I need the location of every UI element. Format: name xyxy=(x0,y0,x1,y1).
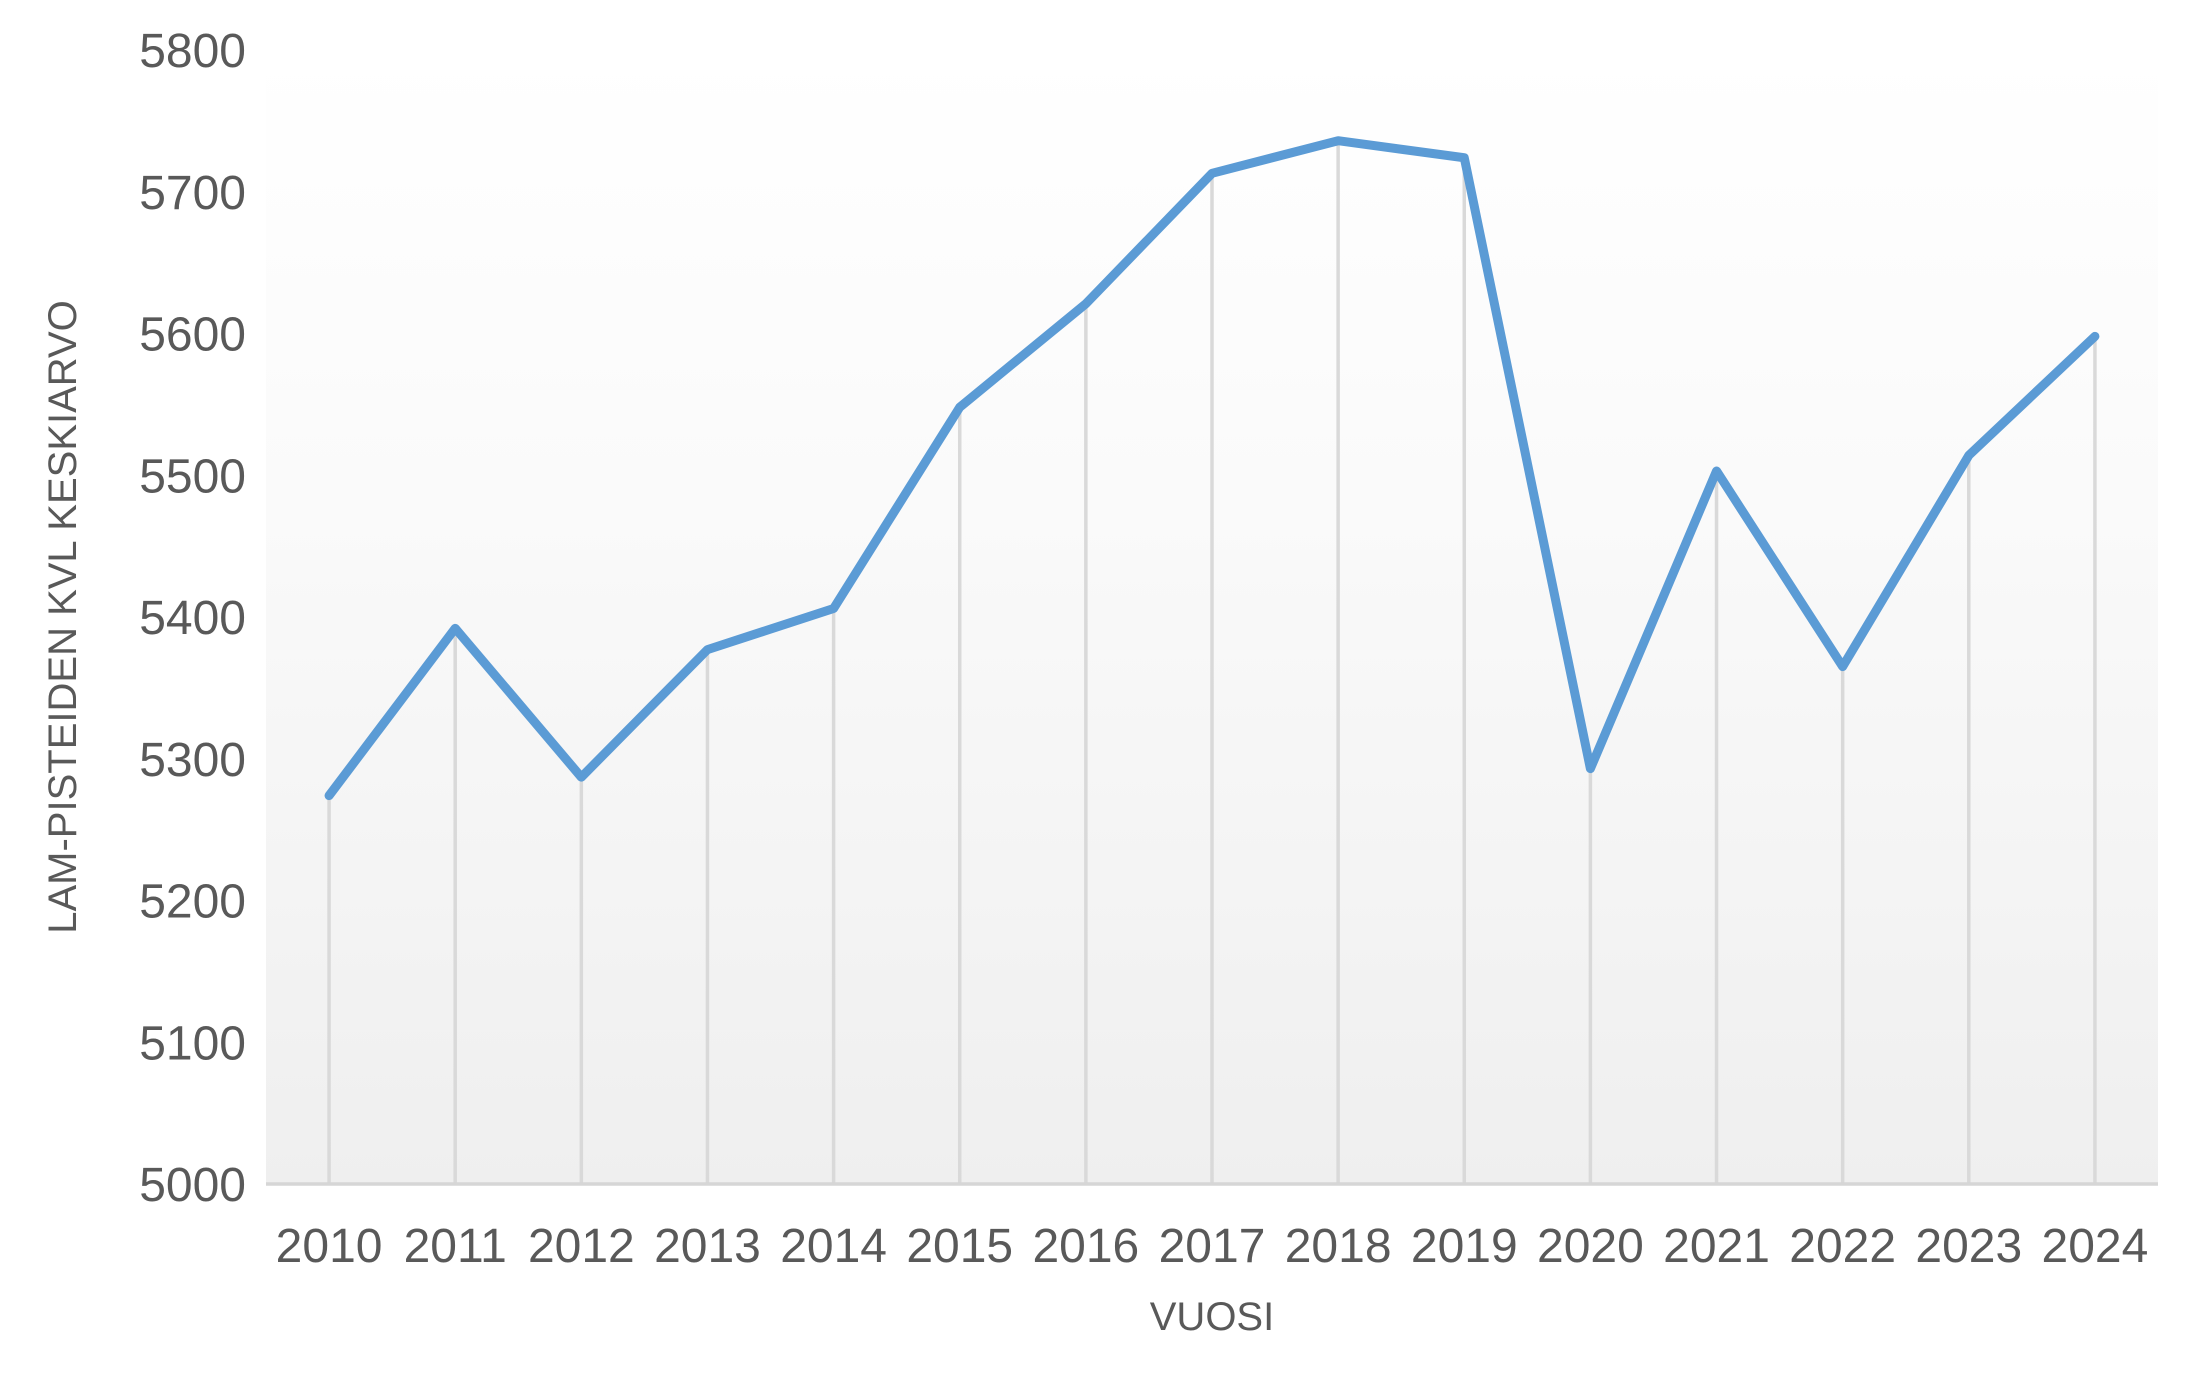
x-tick-label: 2016 xyxy=(1032,1220,1139,1273)
y-tick-label: 5200 xyxy=(139,876,246,929)
y-tick-label: 5400 xyxy=(139,592,246,645)
y-tick-label: 5500 xyxy=(139,450,246,503)
x-tick-label: 2020 xyxy=(1537,1220,1644,1273)
y-axis-title: LAM-PISTEIDEN KVL KESKIARVO xyxy=(41,300,85,934)
x-tick-label: 2022 xyxy=(1789,1220,1896,1273)
x-tick-label: 2018 xyxy=(1285,1220,1392,1273)
x-axis-title: VUOSI xyxy=(1150,1295,1274,1339)
y-tick-label: 5600 xyxy=(139,309,246,362)
x-tick-label: 2019 xyxy=(1411,1220,1518,1273)
x-tick-label: 2013 xyxy=(654,1220,761,1273)
x-tick-label: 2023 xyxy=(1915,1220,2022,1273)
y-tick-labels: 5000 5100 5200 5300 5400 5500 5600 5700 5800 xyxy=(139,25,246,1212)
x-tick-label: 2015 xyxy=(906,1220,1013,1273)
x-tick-label: 2014 xyxy=(780,1220,887,1273)
x-tick-label: 2010 xyxy=(276,1220,383,1273)
x-tick-label: 2021 xyxy=(1663,1220,1770,1273)
x-tick-label: 2017 xyxy=(1159,1220,1266,1273)
y-tick-label: 5100 xyxy=(139,1017,246,1070)
x-tick-label: 2024 xyxy=(2042,1220,2149,1273)
drop-lines xyxy=(327,140,2097,1183)
y-tick-label: 5800 xyxy=(139,25,246,78)
y-tick-label: 5300 xyxy=(139,734,246,787)
y-tick-label: 5700 xyxy=(139,167,246,220)
x-tick-labels: 2010 2011 2012 2013 2014 2015 2016 2017 2018 2019… xyxy=(276,1220,2149,1273)
x-tick-label: 2011 xyxy=(404,1220,507,1273)
data-line xyxy=(324,136,2100,801)
x-tick-label: 2012 xyxy=(528,1220,635,1273)
y-tick-label: 5000 xyxy=(139,1159,246,1212)
